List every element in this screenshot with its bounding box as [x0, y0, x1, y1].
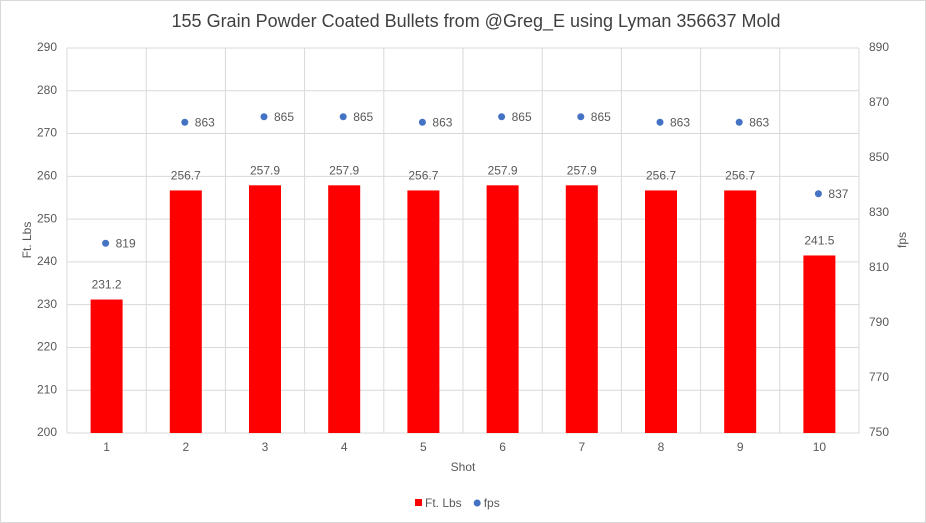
point [577, 113, 585, 121]
x-tick-label: 10 [813, 440, 827, 454]
point-value-label: 863 [670, 115, 690, 129]
x-tick-label: 5 [420, 440, 427, 454]
y-tick-label: 200 [37, 425, 57, 439]
point-value-label: 819 [116, 236, 136, 250]
legend-swatch [415, 499, 422, 506]
x-axis-label: Shot [451, 460, 476, 474]
point [814, 190, 822, 198]
y2-tick-label: 790 [869, 315, 889, 329]
point-value-label: 863 [749, 115, 769, 129]
y-tick-label: 250 [37, 211, 57, 225]
x-tick-label: 3 [262, 440, 269, 454]
bar-value-label: 256.7 [408, 169, 438, 183]
bar [249, 185, 281, 433]
y-tick-label: 290 [37, 40, 57, 54]
bar [724, 190, 757, 433]
y-tick-label: 210 [37, 382, 57, 396]
x-tick-label: 4 [341, 440, 348, 454]
bar [645, 190, 677, 433]
bar [486, 185, 519, 433]
bar-value-label: 256.7 [725, 169, 755, 183]
point [339, 113, 347, 121]
y2-tick-label: 750 [869, 425, 889, 439]
bar-value-label: 256.7 [646, 169, 676, 183]
point-value-label: 837 [828, 187, 848, 201]
bar-value-label: 257.9 [329, 163, 359, 177]
legend-label: Ft. Lbs [425, 496, 462, 510]
y-tick-label: 260 [37, 169, 57, 183]
bar [90, 299, 123, 433]
bar [328, 185, 361, 433]
bar [169, 190, 202, 433]
bar-value-label: 257.9 [567, 163, 597, 177]
y-tick-label: 220 [37, 340, 57, 354]
point-value-label: 863 [432, 115, 452, 129]
legend-swatch [473, 499, 481, 507]
point-value-label: 865 [353, 110, 373, 124]
y-tick-label: 280 [37, 83, 57, 97]
point-value-label: 865 [591, 110, 611, 124]
point [735, 118, 743, 126]
bar-value-label: 231.2 [92, 278, 122, 292]
y2-tick-label: 890 [869, 40, 889, 54]
y2-tick-label: 850 [869, 150, 889, 164]
legend-label: fps [484, 496, 500, 510]
bar [803, 255, 836, 433]
y2-tick-label: 810 [869, 260, 889, 274]
y2-tick-label: 830 [869, 205, 889, 219]
point [102, 239, 110, 247]
x-tick-label: 1 [103, 440, 110, 454]
chart-title: 155 Grain Powder Coated Bullets from @Gr… [172, 11, 781, 32]
point [498, 113, 506, 121]
point-value-label: 863 [195, 115, 215, 129]
y-tick-label: 270 [37, 126, 57, 140]
point-value-label: 865 [274, 110, 294, 124]
y2-tick-label: 870 [869, 95, 889, 109]
x-tick-label: 8 [658, 440, 665, 454]
point [656, 118, 664, 126]
bar [407, 190, 440, 433]
x-tick-label: 2 [182, 440, 189, 454]
point-value-label: 865 [512, 110, 532, 124]
point [418, 118, 426, 126]
x-tick-label: 6 [499, 440, 506, 454]
y-axis-label: Ft. Lbs [20, 222, 34, 259]
bar-value-label: 257.9 [488, 163, 518, 177]
point [181, 118, 189, 126]
y-tick-label: 230 [37, 297, 57, 311]
point [260, 113, 268, 121]
bar-value-label: 257.9 [250, 163, 280, 177]
y-tick-label: 240 [37, 254, 57, 268]
bar [565, 185, 598, 433]
x-tick-label: 7 [578, 440, 585, 454]
x-tick-label: 9 [737, 440, 744, 454]
y2-axis-label: fps [895, 232, 909, 248]
bar-value-label: 241.5 [804, 234, 834, 248]
y2-tick-label: 770 [869, 370, 889, 384]
bar-value-label: 256.7 [171, 169, 201, 183]
